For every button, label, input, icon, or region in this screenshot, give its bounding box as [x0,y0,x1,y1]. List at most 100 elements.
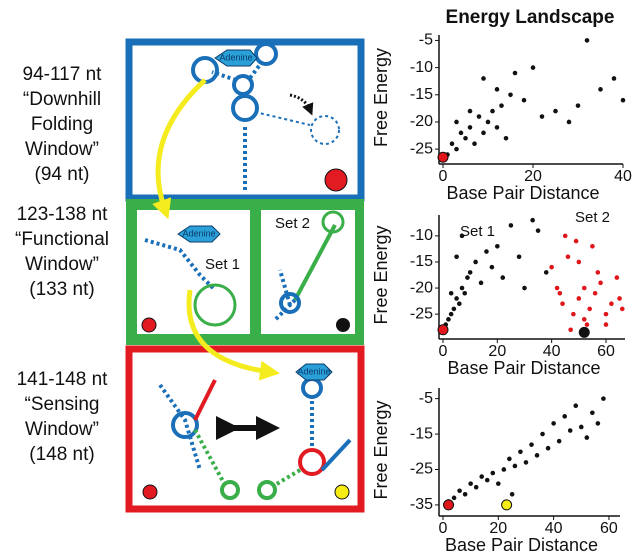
data-point [565,254,571,260]
x-tick-label: 20 [489,520,507,537]
y-tick-label: -15 [410,425,433,442]
data-point [587,306,592,312]
data-point [458,130,464,136]
data-point [463,135,468,141]
x-axis-label: Base Pair Distance [446,183,599,203]
y-axis-label: Free Energy [371,48,391,147]
y-axis-label: Free Energy [371,225,391,324]
window-label: 141-148 nt [17,369,109,390]
data-point [476,114,482,119]
data-point [503,135,509,141]
data-point [490,108,495,114]
data-point [462,290,468,296]
highlight-point [437,324,449,336]
data-point [551,421,556,426]
data-point [560,301,565,306]
data-point [581,317,587,322]
x-tick-label: 0 [439,168,448,185]
data-point [457,488,462,494]
window-label: Window” [25,139,99,160]
x-tick-label: 60 [600,520,618,537]
data-point [575,103,581,108]
data-point [448,290,454,296]
y-tick-label: -25 [410,305,433,322]
data-point [617,296,622,301]
data-point [530,217,535,223]
window-label: 123-138 nt [17,204,109,225]
data-point [592,290,598,296]
data-point [620,97,626,103]
set-label: Set 1 [205,256,240,273]
data-point [584,38,590,43]
data-point [584,435,590,440]
y-tick-label: -10 [410,59,433,76]
y-tick-label: -35 [410,496,433,513]
data-point [451,306,457,312]
data-point [508,223,514,228]
data-point [590,410,595,416]
highlight-point [578,326,590,338]
data-point [499,103,504,108]
data-point [501,467,507,472]
y-tick-label: -20 [410,279,433,296]
data-point [573,403,579,409]
data-point [473,259,478,265]
data-point [521,97,527,103]
window-label: (94 nt) [35,164,90,185]
chart-title: Energy Landscape [446,7,615,28]
data-point [448,311,454,317]
data-point [523,460,529,465]
data-point [518,449,523,455]
adenine-ligand [295,363,333,381]
data-point [494,87,500,92]
data-point [522,285,527,291]
data-point [468,481,473,486]
data-point [481,130,486,136]
series-label: Set 2 [575,209,610,226]
data-point [595,270,601,275]
x-tick-label: 40 [543,343,561,360]
data-point [454,296,459,301]
data-point [472,141,477,146]
data-point [490,470,496,476]
data-point [496,481,501,486]
adenine-label: Adenine [182,228,215,238]
data-point [489,264,495,270]
state-dot [334,484,350,500]
data-point [459,233,465,239]
highlight-point [443,499,455,511]
x-tick-label: 40 [614,168,632,185]
window-label: “Sensing [25,394,100,415]
data-point [459,285,465,291]
data-point [508,92,513,98]
transition-arrow [152,78,207,220]
data-point [494,125,500,130]
set-label: Set 2 [275,215,310,232]
adenine-label: Adenine [219,52,252,62]
data-point [467,270,473,275]
data-point [556,438,562,444]
x-tick-label: 40 [545,520,563,537]
data-point [573,238,579,244]
data-point [484,249,489,254]
x-tick-label: 0 [439,343,448,360]
data-point [540,431,545,437]
data-point [562,414,567,419]
data-point [481,76,486,81]
y-tick-label: -15 [410,86,433,103]
data-point [554,285,560,291]
data-point [467,125,473,130]
highlight-point [501,499,513,511]
data-point [609,301,614,306]
fold-arrow [289,93,314,116]
data-point [485,119,491,125]
data-point [512,463,518,469]
data-point [484,477,490,483]
window-label: 94-117 nt [23,64,103,85]
y-tick-label: -10 [410,227,433,244]
data-point [598,87,603,92]
data-point [545,445,551,451]
window-label: Window” [25,419,99,440]
data-point [478,280,484,286]
series-label: Set 1 [460,223,495,240]
